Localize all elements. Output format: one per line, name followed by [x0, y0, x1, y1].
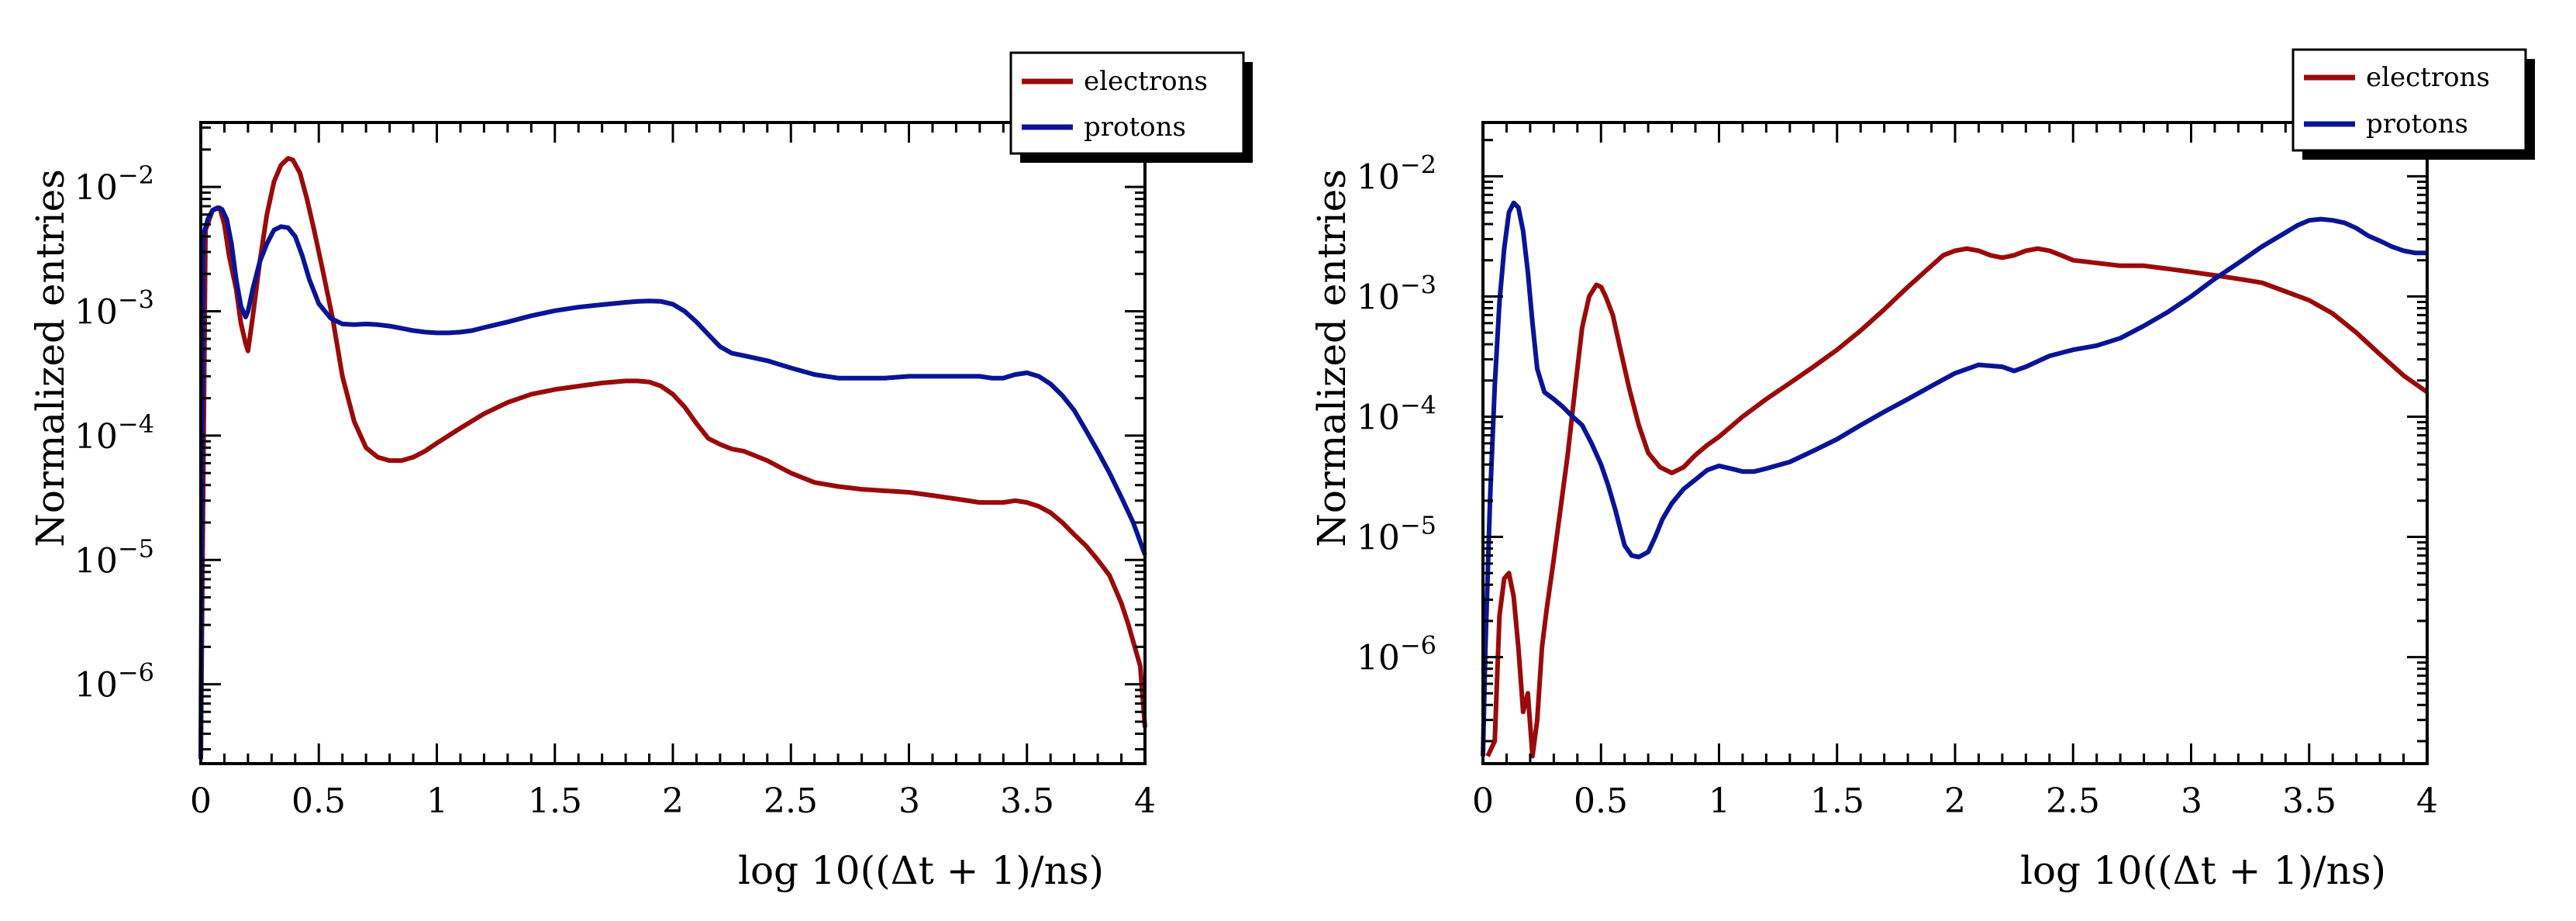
right-series-electrons — [1485, 246, 2429, 759]
left-series-protons — [198, 205, 1147, 760]
left-x-tick-label: 0 — [190, 781, 212, 821]
right-legend: electrons protons — [2292, 48, 2535, 160]
left-x-tick-label: 1.5 — [528, 781, 582, 821]
right-y-axis-title: Normalized entries — [1309, 169, 1354, 547]
left-chart-panel: 0 0.5 1 1.5 2 2.5 3 3.5 4 10−210−310−410… — [28, 51, 1253, 893]
left-legend-box — [1009, 51, 1245, 155]
left-x-axis-title: log 10((Δt + 1)/ns) — [738, 848, 1104, 893]
left-x-tick-label: 3 — [898, 781, 920, 821]
left-x-tick-label: 2.5 — [764, 781, 818, 821]
right-x-tick-label: 3.5 — [2282, 781, 2336, 821]
right-x-tick-label: 3 — [2181, 781, 2202, 821]
left-x-tick-label: 0.5 — [291, 781, 346, 821]
left-y-tick-label: 10−3 — [74, 285, 154, 333]
right-chart-panel: 0 0.5 1 1.5 2 2.5 3 3.5 4 10−210−310−410… — [1309, 48, 2535, 893]
right-x-tick-label: 1 — [1709, 781, 1730, 821]
right-x-tick-label: 0 — [1472, 781, 1494, 821]
right-x-axis-title: log 10((Δt + 1)/ns) — [2020, 848, 2386, 893]
right-legend-label-electrons: electrons — [2366, 62, 2490, 93]
right-x-tick-labels: 0 0.5 1 1.5 2 2.5 3 3.5 4 — [1472, 781, 2438, 821]
left-x-tick-label: 3.5 — [1000, 781, 1054, 821]
left-y-axis-title: Normalized entries — [28, 169, 73, 547]
right-x-tick-label: 1.5 — [1810, 781, 1864, 821]
left-legend-label-electrons: electrons — [1084, 66, 1208, 97]
left-x-tick-label: 4 — [1134, 781, 1156, 821]
left-series-electrons — [198, 156, 1147, 760]
left-x-tick-label: 2 — [662, 781, 684, 821]
right-legend-box — [2292, 48, 2527, 152]
right-ticks — [1481, 122, 2429, 764]
left-x-tick-labels: 0 0.5 1 1.5 2 2.5 3 3.5 4 — [190, 781, 1156, 821]
left-plot-area — [198, 156, 1147, 760]
right-x-tick-label: 0.5 — [1574, 781, 1628, 821]
left-legend-label-protons: protons — [1084, 112, 1186, 143]
right-x-tick-label: 2.5 — [2046, 781, 2100, 821]
right-x-tick-label: 4 — [2416, 781, 2438, 821]
left-x-tick-label: 1 — [426, 781, 448, 821]
right-x-tick-label: 2 — [1944, 781, 1966, 821]
right-legend-label-protons: protons — [2366, 109, 2468, 140]
left-legend: electrons protons — [1009, 51, 1253, 163]
right-plot-area — [1481, 200, 2429, 759]
right-series-protons — [1481, 200, 2427, 757]
